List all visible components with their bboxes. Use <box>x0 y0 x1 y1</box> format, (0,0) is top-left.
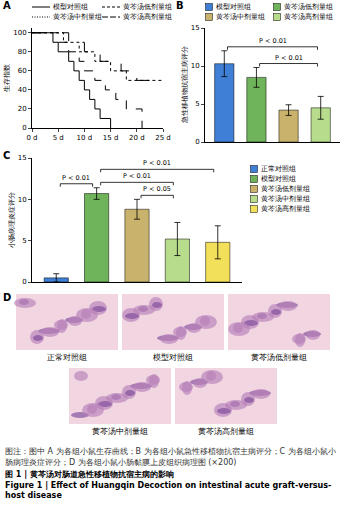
html-text:模型对照组: 模型对照组 <box>216 3 251 11</box>
html-text:黄芩汤低剂量组: 黄芩汤低剂量组 <box>261 185 310 193</box>
svg-text:小肠病理炎症评分: 小肠病理炎症评分 <box>8 192 16 248</box>
html-text:黄芩汤低剂量组: 黄芩汤低剂量组 <box>284 3 333 11</box>
svg-text:80: 80 <box>18 48 27 56</box>
svg-text:60: 60 <box>18 67 27 75</box>
html-text:C: C <box>3 150 11 161</box>
svg-text:10: 10 <box>191 62 200 70</box>
svg-text:模型对照组: 模型对照组 <box>153 353 193 362</box>
svg-text:黄芩汤中剂量组: 黄芩汤中剂量组 <box>92 427 148 436</box>
svg-text:0: 0 <box>195 138 199 146</box>
svg-text:5: 5 <box>195 100 199 108</box>
svg-text:20: 20 <box>18 105 27 113</box>
html-text:模型对照组: 模型对照组 <box>53 3 88 11</box>
html-text:模型对照组: 模型对照组 <box>261 175 296 183</box>
html-text:图 1 | 黄芩汤对肠道急性移植物抗宿主病的影响: 图 1 | 黄芩汤对肠道急性移植物抗宿主病的影响 <box>5 470 174 479</box>
svg-text:正常对照组: 正常对照组 <box>47 353 87 362</box>
svg-text:0: 0 <box>22 278 26 286</box>
svg-text:P < 0.05: P < 0.05 <box>143 185 171 193</box>
svg-text:15 d: 15 d <box>103 134 119 142</box>
svg-text:15: 15 <box>18 154 27 162</box>
svg-text:急性移植物抗宿主病评分: 急性移植物抗宿主病评分 <box>181 47 189 125</box>
svg-text:25 d: 25 d <box>155 134 171 142</box>
svg-text:P < 0.01: P < 0.01 <box>259 37 287 45</box>
html-text:图注：图中 A 为各组小鼠生存曲线；B 为各组小鼠急性移植物: 图注：图中 A 为各组小鼠生存曲线；B 为各组小鼠急性移植物抗宿主病评分；C 为… <box>5 447 336 467</box>
html-text:黄芩汤中剂量组: 黄芩汤中剂量组 <box>53 13 102 21</box>
svg-text:P < 0.01: P < 0.01 <box>275 54 303 62</box>
svg-text:P < 0.01: P < 0.01 <box>143 159 171 167</box>
svg-text:P < 0.01: P < 0.01 <box>62 174 90 182</box>
svg-text:100: 100 <box>13 29 26 37</box>
html-text:黄芩汤高剂量组: 黄芩汤高剂量组 <box>123 13 172 21</box>
svg-text:20 d: 20 d <box>129 134 145 142</box>
svg-text:40: 40 <box>18 86 27 94</box>
svg-text:P < 0.01: P < 0.01 <box>123 172 151 180</box>
html-text:黄芩汤高剂量组: 黄芩汤高剂量组 <box>261 205 310 213</box>
svg-text:生存指数: 生存指数 <box>3 64 11 92</box>
svg-text:10: 10 <box>18 196 27 204</box>
html-text:正常对照组: 正常对照组 <box>261 165 296 173</box>
svg-text:0: 0 <box>22 124 26 132</box>
html-text:D: D <box>3 292 12 303</box>
html-text:B: B <box>176 0 184 11</box>
svg-text:5 d: 5 d <box>53 134 64 142</box>
svg-text:黄芩汤低剂量组: 黄芩汤低剂量组 <box>251 353 307 362</box>
svg-text:0 d: 0 d <box>26 134 37 142</box>
svg-text:10 d: 10 d <box>77 134 93 142</box>
svg-text:黄芩汤高剂量组: 黄芩汤高剂量组 <box>198 427 254 436</box>
html-text:黄芩汤中剂量组: 黄芩汤中剂量组 <box>261 195 310 203</box>
html-text:黄芩汤中剂量组: 黄芩汤中剂量组 <box>216 13 265 21</box>
svg-text:15: 15 <box>191 24 200 32</box>
svg-text:5: 5 <box>22 237 26 245</box>
html-text:Figure 1 | Effect of Huangqin: Figure 1 | Effect of Huangqin Decoction … <box>5 480 332 500</box>
html-text:A: A <box>3 0 11 11</box>
html-text:黄芩汤高剂量组: 黄芩汤高剂量组 <box>284 13 333 21</box>
html-text:黄芩汤低剂量组: 黄芩汤低剂量组 <box>123 3 172 11</box>
